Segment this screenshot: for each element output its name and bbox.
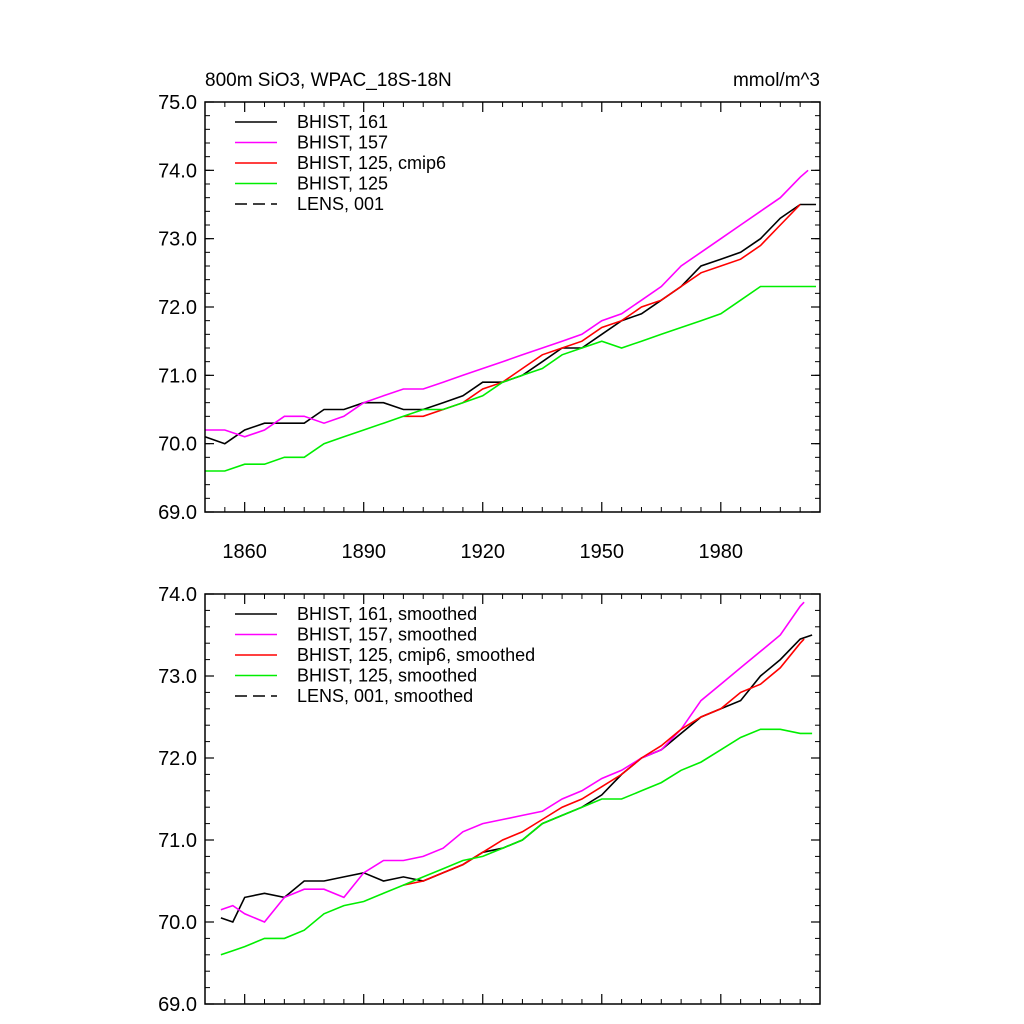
top-legend-label: BHIST, 125 <box>297 174 388 194</box>
bottom-panel-chart: 69.0 70.0 71.0 72.0 73.0 74.0 BHIST, 161, smo… <box>158 584 821 1016</box>
bottom-legend-label: BHIST, 125, cmip6, smoothed <box>297 645 535 665</box>
chart-title-left: 800m SiO3, WPAC_18S-18N <box>205 70 452 91</box>
bottom-ytick-label: 71.0 <box>158 830 197 852</box>
top-xtick-label: 1920 <box>460 541 505 563</box>
bottom-legend-label: LENS, 001, smoothed <box>297 686 473 706</box>
top-ytick-label: 74.0 <box>158 160 197 182</box>
top-ytick-label: 70.0 <box>158 434 197 456</box>
bottom-ytick-label: 73.0 <box>158 666 197 688</box>
bottom-ytick-label: 69.0 <box>158 994 197 1016</box>
bottom-legend-label: BHIST, 157, smoothed <box>297 625 477 645</box>
top-xtick-label: 1980 <box>699 541 744 563</box>
bottom-series-line-bhist-157-smoothed <box>220 601 805 923</box>
bottom-series-lines <box>220 601 813 956</box>
top-legend-label: BHIST, 157 <box>297 133 388 153</box>
bottom-axes: 69.0 70.0 71.0 72.0 73.0 74.0 <box>158 584 821 1016</box>
chart-title-units: mmol/m^3 <box>733 70 820 91</box>
top-ytick-label: 75.0 <box>158 92 197 114</box>
top-series-line-bhist-157 <box>205 169 809 438</box>
bottom-ytick-label: 70.0 <box>158 912 197 934</box>
top-plot-frame <box>204 101 821 513</box>
top-legend-label: BHIST, 125, cmip6 <box>297 153 446 173</box>
bottom-legend-label: BHIST, 125, smoothed <box>297 666 477 686</box>
top-ytick-label: 73.0 <box>158 229 197 251</box>
bottom-ytick-label: 74.0 <box>158 584 197 606</box>
top-axes: 69.0 70.0 71.0 72.0 73.0 74.0 75.0 1860 1890 1920… <box>158 92 821 563</box>
top-series-line-bhist-125-cmip6 <box>403 203 801 418</box>
top-legend-label: LENS, 001 <box>297 194 384 214</box>
top-ytick-label: 72.0 <box>158 297 197 319</box>
top-xtick-label: 1890 <box>341 541 386 563</box>
top-legend-label: BHIST, 161 <box>297 112 388 132</box>
top-xtick-label: 1860 <box>222 541 267 563</box>
top-ytick-label: 71.0 <box>158 365 197 387</box>
bottom-ytick-label: 72.0 <box>158 748 197 770</box>
top-ytick-label: 69.0 <box>158 502 197 524</box>
bottom-series-line-bhist-125-smoothed <box>220 728 813 956</box>
top-series-lines <box>204 169 816 472</box>
top-xtick-label: 1950 <box>580 541 625 563</box>
top-series-line-bhist-125 <box>205 285 816 472</box>
top-panel-chart: 69.0 70.0 71.0 72.0 73.0 74.0 75.0 1860 1890 1920… <box>158 92 821 563</box>
bottom-legend-label: BHIST, 161, smoothed <box>297 604 477 624</box>
bottom-plot-frame <box>204 593 821 1005</box>
